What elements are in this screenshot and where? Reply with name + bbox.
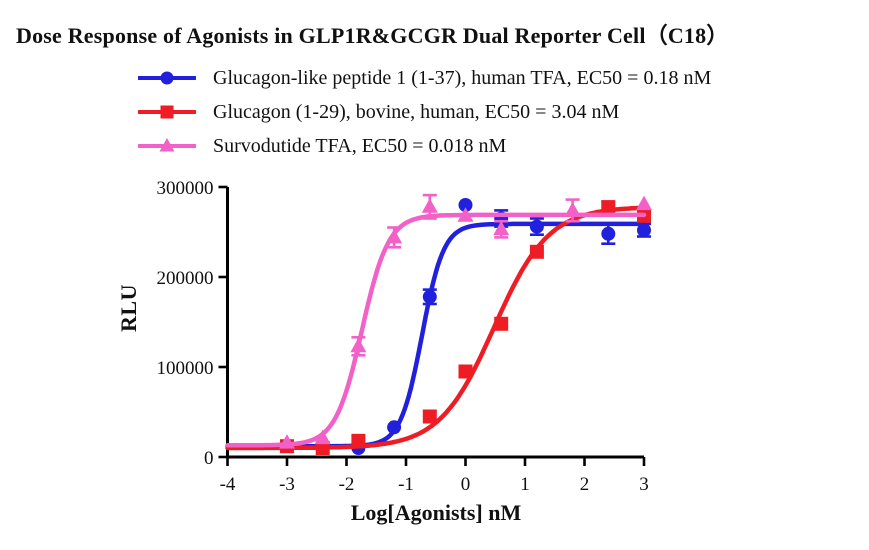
y-tick-label: 300000 (157, 178, 214, 199)
data-point-circle (601, 226, 616, 241)
data-point-circle (387, 420, 402, 435)
data-point-square (458, 364, 473, 379)
data-point-triangle (350, 337, 367, 353)
legend-label: Survodutide TFA, EC50 = 0.018 nM (213, 134, 507, 157)
legend-marker-triangle-icon (138, 138, 196, 152)
series-2 (225, 193, 652, 449)
x-tick-label: -1 (398, 474, 414, 495)
y-tick-label: 100000 (157, 358, 214, 379)
data-point-square (422, 409, 437, 424)
legend-item-survodutide: Survodutide TFA, EC50 = 0.018 nM (138, 129, 711, 163)
legend-item-glucagon: Glucagon (1-29), bovine, human, EC50 = 3… (138, 95, 711, 129)
data-point-triangle (564, 201, 581, 217)
data-point-circle (529, 219, 544, 234)
y-tick-label: 0 (204, 448, 214, 469)
data-point-triangle (493, 220, 510, 236)
series-0 (225, 198, 651, 455)
x-tick-label: 2 (580, 474, 590, 495)
legend-label: Glucagon-like peptide 1 (1-37), human TF… (213, 66, 712, 89)
legend-marker-circle-icon (138, 71, 196, 85)
x-axis-label: Log[Agonists] nM (350, 500, 522, 525)
x-tick-label: 0 (461, 474, 471, 495)
x-tick-label: 1 (520, 474, 530, 495)
data-point-circle (422, 289, 437, 304)
legend-marker-square-icon (138, 105, 196, 119)
data-point-square (351, 433, 366, 448)
data-point-triangle (421, 198, 438, 213)
data-point-circle (160, 71, 174, 85)
data-point-triangle (457, 207, 474, 222)
data-point-triangle (314, 429, 331, 445)
x-tick-label: -4 (220, 474, 236, 495)
data-point-square (494, 316, 509, 331)
data-point-triangle (159, 138, 175, 152)
series-1 (225, 200, 651, 455)
chart-title: Dose Response of Agonists in GLP1R&GCGR … (16, 23, 729, 48)
y-tick-label: 200000 (157, 268, 214, 289)
x-tick-label: -2 (339, 474, 355, 495)
data-point-square (160, 105, 174, 119)
data-point-square (529, 244, 544, 259)
data-point-circle (637, 223, 651, 238)
legend-item-glp1: Glucagon-like peptide 1 (1-37), human TF… (138, 61, 711, 95)
data-point-triangle (386, 228, 403, 244)
x-tick-label: -3 (279, 474, 295, 495)
data-point-triangle (279, 434, 295, 449)
legend: Glucagon-like peptide 1 (1-37), human TF… (138, 61, 711, 163)
legend-label: Glucagon (1-29), bovine, human, EC50 = 3… (213, 100, 620, 123)
data-point-square (315, 441, 330, 455)
data-point-circle (458, 198, 473, 212)
data-point-triangle (636, 195, 652, 211)
data-point-square (601, 200, 616, 215)
x-tick-label: 3 (639, 474, 649, 495)
